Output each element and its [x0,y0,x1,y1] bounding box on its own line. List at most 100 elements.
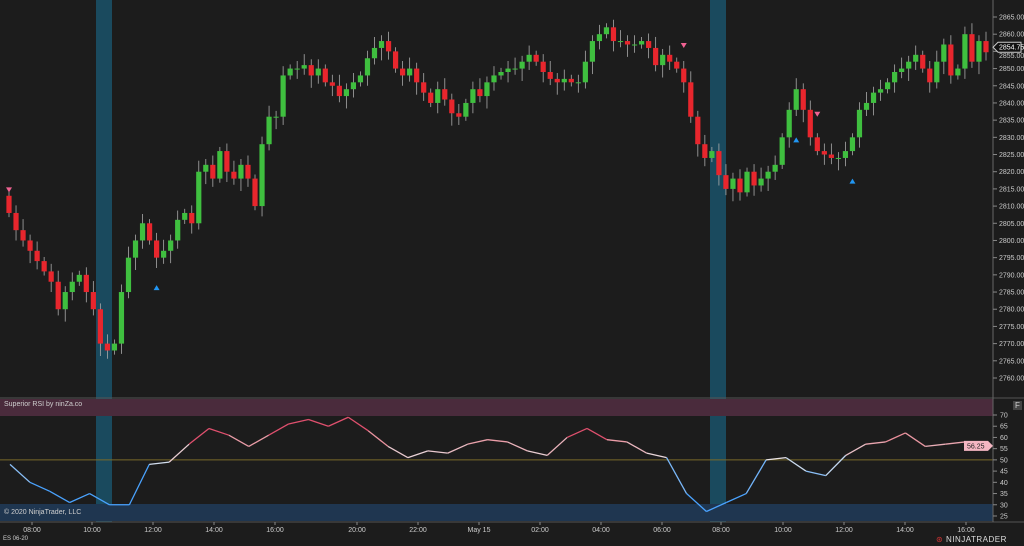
candle-down [322,68,328,83]
candle-down [667,54,673,62]
candle-down [48,271,54,282]
candle-up [835,157,841,159]
candle-down [688,82,694,117]
candle-up [758,178,764,186]
candle-down [97,309,103,344]
time-tick-label: 16:00 [266,527,284,534]
rsi-line-segment [785,457,807,472]
time-tick-label: 16:00 [957,527,975,534]
price-tick-label: 2795.00 [999,255,1024,262]
candle-down [428,92,434,103]
candle-up [906,61,912,69]
candle-up [111,343,118,351]
candle-down [646,41,652,48]
rsi-line-segment [726,492,747,504]
rsi-tick-label: 65 [1000,424,1008,431]
candle-up [575,82,581,84]
candle-down [927,68,933,83]
candle-down [547,72,553,79]
candle-down [702,144,708,158]
candle-up [69,281,75,293]
candle-down [154,240,160,258]
candle-down [27,240,33,251]
candle-up [371,47,378,59]
candle-up [955,68,961,76]
candle-down [55,281,61,310]
candle-down [189,212,195,224]
rsi-line-segment [626,441,648,454]
candle-down [969,34,975,62]
candle-up [519,61,525,69]
rsi-line-segment [168,443,190,463]
panel-settings-button[interactable]: F [1013,401,1022,410]
candle-up [470,89,476,103]
rsi-line-segment [387,445,409,459]
rsi-line-segment [328,416,349,427]
candle-up [913,54,919,62]
candle-up [139,223,146,241]
sell-signal-arrow [6,187,12,193]
candle-down [392,51,399,69]
price-tick-label: 2775.00 [999,324,1024,331]
candle-up [709,151,715,158]
candle-up [793,89,799,110]
candle-up [350,82,357,90]
session-highlight-band [96,0,112,522]
rsi-tick-label: 35 [1000,491,1008,498]
last-price-label: 2854.75 [999,45,1024,52]
rsi-line-segment [149,461,170,466]
copyright-label: © 2020 NinjaTrader, LLC [4,509,82,516]
candle-up [884,82,891,90]
candle-up [378,41,385,48]
candle-up [856,109,863,138]
candle-down [41,261,47,272]
buy-signal-arrow [153,285,160,291]
candle-up [589,41,595,62]
candle-down [653,47,659,66]
rsi-line-segment [845,443,866,456]
price-tick-label: 2815.00 [999,186,1024,193]
candle-down [716,151,722,176]
price-tick-label: 2850.00 [999,66,1024,73]
price-tick-label: 2770.00 [999,341,1024,348]
candle-up [765,171,771,179]
rsi-line-segment [228,434,250,447]
candle-up [364,58,371,76]
candle-down [456,113,462,117]
candle-up [603,27,610,35]
candle-up [238,164,244,179]
candle-up [582,61,588,83]
candle-down [920,54,926,69]
time-tick-label: 04:00 [592,527,610,534]
candle-up [287,68,293,76]
price-tick-label: 2855.00 [999,53,1024,60]
candle-up [505,68,511,73]
sell-signal-arrow [814,111,821,117]
indicator-label: Superior RSI by ninZa.co [4,401,83,408]
time-tick-label: 14:00 [896,527,914,534]
time-tick-label: 20:00 [348,527,366,534]
candle-up [512,68,518,70]
candle-up [182,212,188,220]
rsi-line-segment [407,450,429,459]
candle-up [660,54,666,66]
rsi-line-segment [367,430,389,447]
price-tick-label: 2765.00 [999,358,1024,365]
candle-down [948,44,954,76]
rsi-line-segment [566,427,588,439]
candle-up [892,72,898,83]
candle-down [6,195,12,213]
candle-down [34,250,40,262]
candle-up [899,68,905,73]
rsi-last-value-marker [964,440,993,451]
rsi-line-segment [666,457,688,494]
buy-signal-arrow [849,178,856,184]
price-tick-label: 2840.00 [999,100,1024,107]
candle-up [161,250,167,258]
time-tick-label: 06:00 [653,527,671,534]
rsi-tick-label: 60 [1000,435,1008,442]
session-highlight-band [710,0,726,522]
price-tick-label: 2790.00 [999,272,1024,279]
rsi-line-segment [766,456,787,461]
